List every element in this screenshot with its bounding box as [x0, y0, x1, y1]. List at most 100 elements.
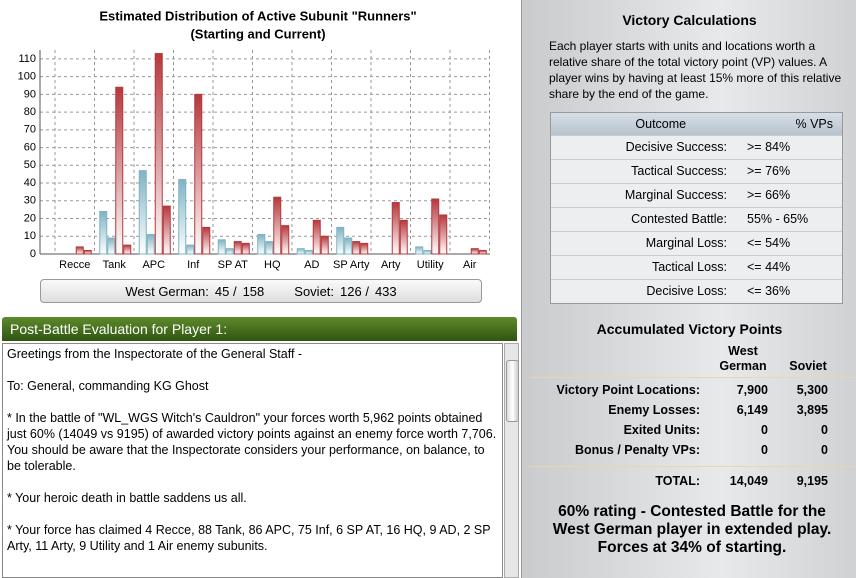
x-tick-label: APC — [142, 259, 165, 271]
right-panel: Victory Calculations Each player starts … — [521, 0, 856, 578]
bar — [241, 242, 250, 255]
section-title: Accumulated Victory Points — [596, 321, 783, 337]
bar — [399, 219, 408, 255]
bar — [107, 237, 116, 255]
bar — [75, 246, 84, 255]
value: 433 — [374, 283, 397, 299]
bar — [115, 86, 124, 255]
percent: >= 76% — [747, 164, 791, 178]
y-tick-label: 40 — [24, 177, 36, 189]
table-row: Marginal Loss: <= 54% — [551, 231, 842, 255]
bar — [439, 214, 448, 255]
bar — [470, 248, 479, 255]
value: 126 / — [340, 283, 369, 299]
x-tick-label: SP Arty — [333, 259, 370, 271]
bar — [352, 241, 361, 255]
value: 3,895 — [796, 403, 828, 417]
outcome: Decisive Loss: — [646, 284, 727, 298]
accumulated-table: West German Soviet Victory Point Locatio… — [530, 340, 855, 491]
y-tick-label: 110 — [18, 53, 36, 65]
y-tick-label: 10 — [24, 230, 36, 242]
value: 45 / — [214, 283, 237, 299]
outcome: Marginal Success: — [624, 188, 727, 202]
chart-subtitle: (Starting and Current) — [190, 26, 325, 41]
paragraph: * Your force has claimed 4 Recce, 88 Tan… — [7, 523, 491, 553]
x-tick-label: Utility — [417, 259, 444, 271]
paragraph: To: General, commanding KG Ghost — [7, 379, 209, 393]
outcome: Tactical Loss: — [651, 260, 727, 274]
label: Bonus / Penalty VPs: — [574, 443, 700, 457]
bar — [478, 249, 487, 255]
total-row: TOTAL: 14,049 9,195 — [530, 471, 855, 491]
bar — [138, 170, 147, 255]
percent: >= 84% — [747, 140, 791, 154]
value: 0 — [821, 443, 828, 457]
label: Soviet: — [294, 283, 335, 299]
column-header: West German — [719, 344, 767, 373]
scroll-thumb[interactable] — [506, 360, 519, 422]
x-tick-label: HQ — [264, 259, 281, 271]
bar — [415, 246, 424, 255]
value: 7,900 — [736, 383, 768, 397]
value: 0 — [821, 423, 828, 437]
rating: 60% rating - Contested Battle for the We… — [552, 503, 832, 556]
header-cell: Outcome — [635, 117, 687, 131]
bar — [233, 241, 242, 255]
bar — [123, 244, 132, 255]
x-tick-label: SP AT — [218, 259, 248, 271]
header-cell: % VPs — [795, 117, 834, 131]
y-tick-label: 70 — [24, 124, 36, 136]
bar — [312, 219, 321, 255]
evaluation-header: Post-Battle Evaluation for Player 1: — [2, 317, 517, 341]
bar — [83, 249, 92, 255]
value: 9,195 — [796, 474, 828, 488]
chart: Estimated Distribution of Active Subunit… — [18, 8, 490, 271]
bar — [320, 235, 329, 255]
label: Exited Units: — [623, 423, 700, 437]
y-tick-label: 80 — [24, 106, 36, 118]
percent: 55% - 65% — [747, 212, 809, 226]
table-row: Decisive Loss: <= 36% — [551, 279, 842, 303]
bar — [194, 93, 203, 255]
bar — [99, 210, 108, 255]
table-header: Outcome % VPs — [551, 113, 842, 135]
vp-row: Exited Units: 0 0 — [530, 420, 855, 440]
paragraph: * Your heroic death in battle saddens us… — [7, 491, 247, 505]
x-tick-label: Inf — [187, 259, 200, 271]
vp-row: Bonus / Penalty VPs: 0 0 — [530, 440, 855, 460]
description: Each player starts with units and locati… — [549, 39, 842, 101]
bar — [360, 242, 369, 255]
table-row: Decisive Success: >= 84% — [551, 135, 842, 159]
y-tick-label: 0 — [30, 248, 36, 260]
bar — [273, 196, 282, 255]
y-tick-label: 50 — [24, 159, 36, 171]
evaluation-text: Greetings from the Inspectorate of the G… — [2, 343, 503, 578]
outcome-table: Outcome % VPs Decisive Success: >= 84% Tac… — [550, 112, 843, 304]
bar — [344, 237, 353, 255]
outcome: Decisive Success: — [625, 140, 727, 154]
bar — [265, 241, 274, 255]
x-tick-label: Air — [463, 259, 477, 271]
x-tick-label: AD — [304, 259, 319, 271]
bar — [186, 244, 195, 255]
y-tick-label: 30 — [24, 195, 36, 207]
y-tick-label: 20 — [24, 212, 36, 224]
bar — [202, 226, 211, 255]
value: 158 — [242, 283, 265, 299]
chart-title: Estimated Distribution of Active Subunit… — [99, 8, 416, 23]
outcome: Marginal Loss: — [645, 236, 727, 250]
paragraph: Greetings from the Inspectorate of the G… — [7, 347, 303, 361]
table-row: Tactical Success: >= 76% — [551, 159, 842, 183]
y-tick-label: 60 — [24, 141, 36, 153]
vp-row: Victory Point Locations: 7,900 5,300 — [530, 380, 855, 400]
percent: >= 66% — [747, 188, 791, 202]
bar — [225, 248, 234, 255]
table-row: Marginal Success: >= 66% — [551, 183, 842, 207]
bar — [431, 198, 440, 255]
scrollbar[interactable] — [504, 343, 519, 578]
percent: <= 44% — [747, 260, 791, 274]
table-row: Tactical Loss: <= 44% — [551, 255, 842, 279]
y-tick-label: 90 — [24, 88, 36, 100]
bar — [162, 205, 171, 255]
